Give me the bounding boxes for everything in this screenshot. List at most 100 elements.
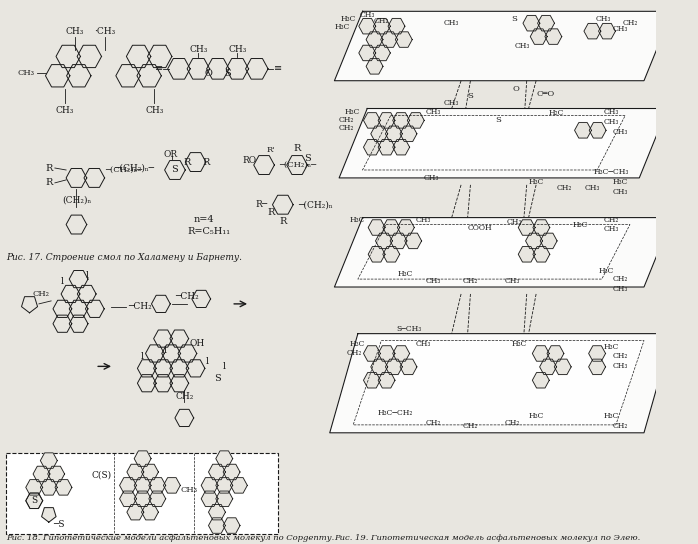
Polygon shape [162,345,181,362]
Text: O: O [512,85,519,92]
Polygon shape [207,59,229,79]
Text: CH₃: CH₃ [596,15,611,23]
Text: C(S): C(S) [92,471,112,480]
Text: l: l [164,346,167,355]
Polygon shape [45,65,70,87]
Polygon shape [170,330,188,347]
Polygon shape [540,359,556,375]
Text: CH₃: CH₃ [604,226,619,233]
Polygon shape [584,23,601,39]
Text: CH₃: CH₃ [613,128,628,137]
Polygon shape [142,464,158,480]
Text: ─(CH₂)ₙ─: ─(CH₂)ₙ─ [105,166,142,174]
Polygon shape [216,478,232,493]
Polygon shape [209,518,225,533]
Text: CH₃: CH₃ [514,42,530,50]
Text: ≡: ≡ [154,64,163,73]
Polygon shape [383,220,400,235]
Polygon shape [53,300,72,318]
Polygon shape [40,453,57,468]
Polygon shape [545,29,562,44]
Text: CH₂: CH₂ [463,422,478,430]
Text: CH₃: CH₃ [228,45,246,54]
Text: COOH: COOH [468,224,492,232]
Polygon shape [359,18,376,34]
Text: ≡: ≡ [274,64,282,73]
Text: S─CH₃: S─CH₃ [397,325,422,333]
Polygon shape [588,359,606,375]
Polygon shape [26,493,43,509]
Polygon shape [588,346,606,361]
Polygon shape [26,493,43,509]
Polygon shape [380,32,398,47]
Polygon shape [329,333,672,433]
Text: R=C₅H₁₁: R=C₅H₁₁ [187,227,230,236]
Polygon shape [599,23,616,39]
Text: CH₂: CH₂ [463,277,478,285]
Text: CH₂: CH₂ [32,290,50,298]
Polygon shape [385,126,402,141]
Text: CH₃: CH₃ [425,108,440,116]
Text: CH₂: CH₂ [346,349,362,357]
Text: O: O [205,69,212,78]
Text: S: S [512,15,517,23]
Polygon shape [408,113,424,128]
Text: CH₃: CH₃ [180,486,198,494]
Text: Рис. 19. Гипотетическая модель асфальтеновых молекул по Элею.: Рис. 19. Гипотетическая модель асфальтен… [334,534,641,542]
Text: H₃C: H₃C [341,15,356,23]
Text: ─(CH₂)ₙ: ─(CH₂)ₙ [298,200,333,209]
Text: l: l [61,276,64,286]
Polygon shape [56,45,80,67]
Text: S: S [496,116,502,125]
Polygon shape [154,360,172,377]
Polygon shape [85,300,104,318]
Polygon shape [134,451,151,466]
Polygon shape [530,29,547,44]
Polygon shape [66,215,87,234]
Text: S: S [304,153,311,163]
Text: CH₃: CH₃ [444,98,459,107]
Text: H₃C: H₃C [350,339,365,348]
Text: ─CH₂: ─CH₂ [175,293,199,301]
Text: CH₃: CH₃ [613,285,628,293]
Text: CH₂: CH₂ [556,184,572,192]
Polygon shape [373,45,390,61]
Polygon shape [533,373,549,388]
Polygon shape [537,15,554,31]
Text: CH₃: CH₃ [425,277,440,285]
Polygon shape [149,478,165,493]
Polygon shape [400,126,417,141]
Polygon shape [168,59,190,79]
Polygon shape [378,346,395,361]
Polygon shape [373,18,390,34]
Text: S: S [468,91,473,100]
Polygon shape [69,270,88,288]
Text: CH₃: CH₃ [507,218,522,226]
Polygon shape [526,233,542,249]
Polygon shape [393,113,410,128]
Text: l: l [140,352,144,361]
Text: CH₂: CH₂ [505,419,520,427]
Polygon shape [66,65,91,87]
Polygon shape [116,65,140,87]
Text: l: l [86,270,89,280]
Text: CH₃: CH₃ [613,362,628,370]
Polygon shape [142,504,158,520]
Text: ─CH₂: ─CH₂ [128,302,151,311]
Text: H₃C: H₃C [528,178,544,186]
Polygon shape [368,246,385,262]
Polygon shape [147,45,172,67]
Text: CH₃: CH₃ [613,25,628,33]
Polygon shape [533,346,549,361]
Polygon shape [388,18,405,34]
Text: CH₃: CH₃ [17,69,34,77]
Polygon shape [175,409,194,426]
Polygon shape [26,480,43,495]
Polygon shape [47,466,65,481]
Polygon shape [364,113,380,128]
Polygon shape [574,122,591,138]
Text: l: l [223,362,226,371]
Polygon shape [192,290,211,307]
Polygon shape [366,32,383,47]
Text: CH₃: CH₃ [505,277,520,285]
